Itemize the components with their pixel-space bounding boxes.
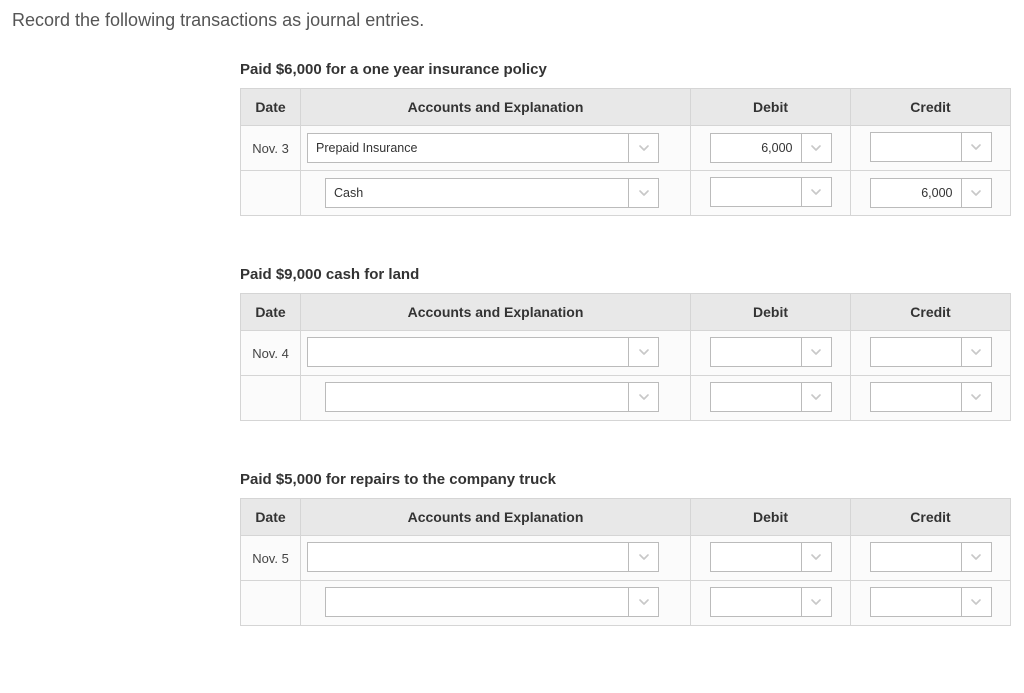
col-header-debit: Debit (691, 89, 851, 126)
account-dropdown[interactable]: Prepaid Insurance (307, 133, 659, 163)
section-title: Paid $9,000 cash for land (240, 266, 1010, 283)
debit-dropdown[interactable]: 6,000 (710, 133, 832, 163)
table-row: Nov. 5 (241, 536, 1011, 581)
journal-section: Paid $6,000 for a one year insurance pol… (240, 61, 1010, 216)
credit-value (871, 133, 961, 161)
col-header-debit: Debit (691, 294, 851, 331)
credit-value (871, 383, 961, 411)
chevron-down-icon (801, 338, 831, 366)
debit-dropdown[interactable] (710, 177, 832, 207)
account-value: Prepaid Insurance (308, 134, 628, 162)
date-cell: Nov. 5 (241, 536, 301, 581)
col-header-date: Date (241, 294, 301, 331)
col-header-credit: Credit (851, 294, 1011, 331)
account-value (308, 338, 628, 366)
credit-value (871, 588, 961, 616)
account-dropdown[interactable] (307, 337, 659, 367)
debit-value (711, 178, 801, 206)
credit-dropdown[interactable] (870, 587, 992, 617)
col-header-debit: Debit (691, 499, 851, 536)
credit-value (871, 338, 961, 366)
date-cell (241, 171, 301, 216)
section-title: Paid $6,000 for a one year insurance pol… (240, 61, 1010, 78)
credit-dropdown[interactable] (870, 132, 992, 162)
debit-value (711, 338, 801, 366)
chevron-down-icon (628, 543, 658, 571)
debit-value (711, 543, 801, 571)
debit-dropdown[interactable] (710, 542, 832, 572)
date-cell (241, 581, 301, 626)
date-cell: Nov. 4 (241, 331, 301, 376)
chevron-down-icon (961, 588, 991, 616)
table-row (241, 376, 1011, 421)
col-header-credit: Credit (851, 89, 1011, 126)
debit-value (711, 588, 801, 616)
credit-value (871, 543, 961, 571)
credit-dropdown[interactable]: 6,000 (870, 178, 992, 208)
chevron-down-icon (628, 134, 658, 162)
credit-dropdown[interactable] (870, 337, 992, 367)
page-instruction: Record the following transactions as jou… (12, 10, 1024, 31)
chevron-down-icon (628, 338, 658, 366)
table-row: Cash 6,000 (241, 171, 1011, 216)
debit-value: 6,000 (711, 134, 801, 162)
account-dropdown[interactable]: Cash (325, 178, 659, 208)
chevron-down-icon (801, 383, 831, 411)
chevron-down-icon (628, 383, 658, 411)
col-header-accounts: Accounts and Explanation (301, 89, 691, 126)
credit-value: 6,000 (871, 179, 961, 207)
account-dropdown[interactable] (325, 382, 659, 412)
col-header-credit: Credit (851, 499, 1011, 536)
date-cell (241, 376, 301, 421)
journal-table: DateAccounts and ExplanationDebitCreditN… (240, 88, 1011, 216)
journal-table: DateAccounts and ExplanationDebitCredit N… (240, 498, 1011, 626)
chevron-down-icon (628, 588, 658, 616)
chevron-down-icon (961, 543, 991, 571)
chevron-down-icon (801, 588, 831, 616)
col-header-accounts: Accounts and Explanation (301, 499, 691, 536)
chevron-down-icon (801, 178, 831, 206)
chevron-down-icon (961, 383, 991, 411)
chevron-down-icon (801, 134, 831, 162)
chevron-down-icon (961, 179, 991, 207)
account-dropdown[interactable] (325, 587, 659, 617)
account-value (326, 383, 628, 411)
journal-section: Paid $9,000 cash for land DateAccounts an… (240, 266, 1010, 421)
chevron-down-icon (961, 133, 991, 161)
table-row (241, 581, 1011, 626)
account-value: Cash (326, 179, 628, 207)
debit-dropdown[interactable] (710, 382, 832, 412)
credit-dropdown[interactable] (870, 382, 992, 412)
table-row: Nov. 4 (241, 331, 1011, 376)
chevron-down-icon (801, 543, 831, 571)
debit-dropdown[interactable] (710, 587, 832, 617)
debit-dropdown[interactable] (710, 337, 832, 367)
chevron-down-icon (961, 338, 991, 366)
account-dropdown[interactable] (307, 542, 659, 572)
account-value (326, 588, 628, 616)
col-header-accounts: Accounts and Explanation (301, 294, 691, 331)
credit-dropdown[interactable] (870, 542, 992, 572)
chevron-down-icon (628, 179, 658, 207)
table-row: Nov. 3Prepaid Insurance 6,000 (241, 126, 1011, 171)
date-cell: Nov. 3 (241, 126, 301, 171)
journal-table: DateAccounts and ExplanationDebitCredit N… (240, 293, 1011, 421)
journal-section: Paid $5,000 for repairs to the company t… (240, 471, 1010, 626)
col-header-date: Date (241, 89, 301, 126)
section-title: Paid $5,000 for repairs to the company t… (240, 471, 1010, 488)
col-header-date: Date (241, 499, 301, 536)
debit-value (711, 383, 801, 411)
account-value (308, 543, 628, 571)
